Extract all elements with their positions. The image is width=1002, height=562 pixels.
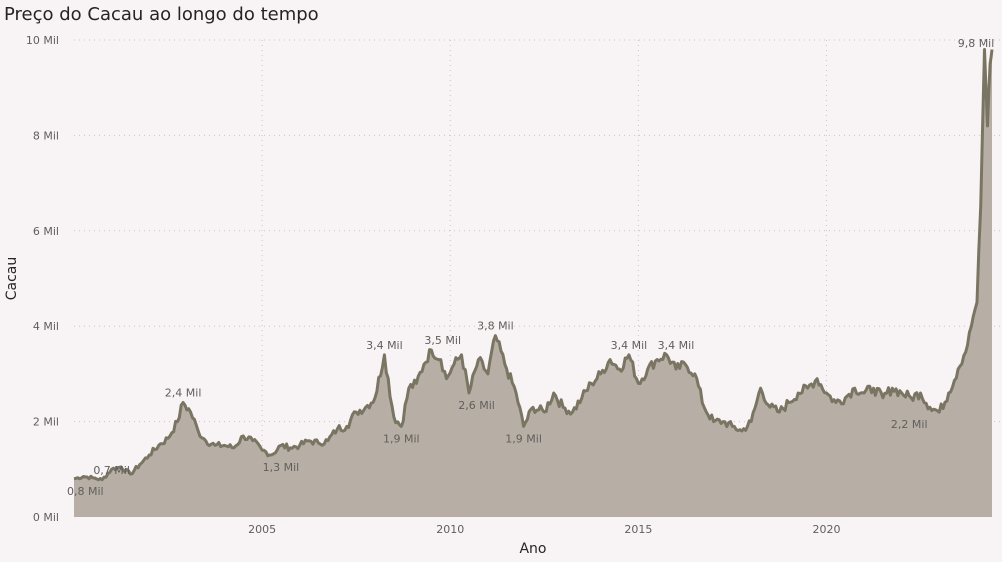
x-tick-label: 2020 bbox=[812, 523, 840, 536]
data-label: 2,2 Mil bbox=[891, 418, 928, 431]
x-tick-label: 2015 bbox=[624, 523, 652, 536]
plot-area bbox=[73, 48, 994, 517]
y-tick-label: 2 Mil bbox=[33, 416, 59, 429]
data-label: 3,8 Mil bbox=[477, 320, 514, 333]
x-tick-label: 2005 bbox=[248, 523, 276, 536]
data-label: 1,9 Mil bbox=[505, 432, 542, 445]
y-tick-label: 8 Mil bbox=[33, 129, 59, 142]
data-label: 2,4 Mil bbox=[165, 387, 202, 400]
data-label: 3,5 Mil bbox=[424, 334, 461, 347]
x-tick-label: 2010 bbox=[436, 523, 464, 536]
area-fill bbox=[74, 49, 992, 517]
chart-title: Preço do Cacau ao longo do tempo bbox=[4, 4, 319, 25]
x-axis-ticks: 2005 2010 2015 2020 bbox=[248, 523, 840, 536]
y-axis-title: Cacau bbox=[4, 257, 20, 301]
data-label: 3,4 Mil bbox=[366, 339, 403, 352]
data-label: 3,4 Mil bbox=[611, 339, 648, 352]
data-label: 3,4 Mil bbox=[658, 339, 695, 352]
data-label: 2,6 Mil bbox=[458, 399, 495, 412]
data-label: 1,9 Mil bbox=[383, 432, 420, 445]
data-labels: 0,8 Mil 0,7 Mil 2,4 Mil 1,3 Mil 3,4 Mil 1,9 M… bbox=[67, 37, 994, 498]
y-axis-ticks: 0 Mil 2 Mil 4 Mil 6 Mil 8 Mil 10 Mil bbox=[26, 34, 59, 524]
data-label: 0,8 Mil bbox=[67, 485, 104, 498]
y-tick-label: 10 Mil bbox=[26, 34, 59, 47]
data-label: 9,8 Mil bbox=[958, 37, 995, 50]
y-tick-label: 4 Mil bbox=[33, 320, 59, 333]
y-tick-label: 6 Mil bbox=[33, 225, 59, 238]
data-label: 0,7 Mil bbox=[93, 464, 130, 477]
y-tick-label: 0 Mil bbox=[33, 511, 59, 524]
x-axis-title: Ano bbox=[519, 541, 546, 557]
data-label: 1,3 Mil bbox=[263, 461, 300, 474]
series-line bbox=[73, 48, 994, 482]
